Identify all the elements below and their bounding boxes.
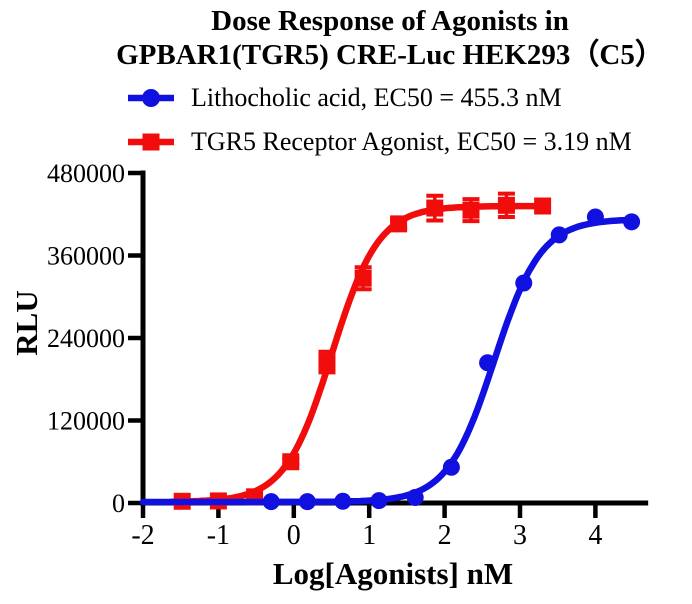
legend-item-tgr5-agonist: TGR5 Receptor Agonist, EC50 = 3.19 nM: [127, 126, 632, 157]
legend-marker-circle-icon: [127, 87, 175, 109]
svg-text:4: 4: [588, 520, 602, 551]
legend-label-tgr5-agonist: TGR5 Receptor Agonist, EC50 = 3.19 nM: [191, 126, 632, 156]
svg-text:360000: 360000: [47, 242, 125, 271]
svg-text:3: 3: [513, 520, 527, 551]
chart-title-line2: GPBAR1(TGR5) CRE-Luc HEK293（C5）: [116, 39, 664, 71]
legend-marker-square-icon: [127, 131, 175, 153]
svg-text:1: 1: [362, 520, 376, 551]
svg-text:0: 0: [287, 520, 301, 551]
svg-text:0: 0: [112, 489, 125, 518]
svg-text:480000: 480000: [47, 159, 125, 188]
x-axis-title: Log[Agonists] nM: [272, 556, 514, 591]
chart-title: Dose Response of Agonists in GPBAR1(TGR5…: [88, 4, 692, 72]
svg-text:120000: 120000: [47, 407, 125, 436]
svg-text:-2: -2: [131, 520, 154, 551]
svg-text:240000: 240000: [47, 324, 125, 353]
legend-label-lithocholic-acid: Lithocholic acid, EC50 = 455.3 nM: [191, 82, 562, 112]
svg-text:2: 2: [438, 520, 452, 551]
svg-text:-1: -1: [207, 520, 230, 551]
chart-title-line1: Dose Response of Agonists in: [211, 5, 569, 37]
legend: Lithocholic acid, EC50 = 455.3 nM TGR5 R…: [127, 82, 632, 170]
legend-item-lithocholic-acid: Lithocholic acid, EC50 = 455.3 nM: [127, 82, 632, 113]
